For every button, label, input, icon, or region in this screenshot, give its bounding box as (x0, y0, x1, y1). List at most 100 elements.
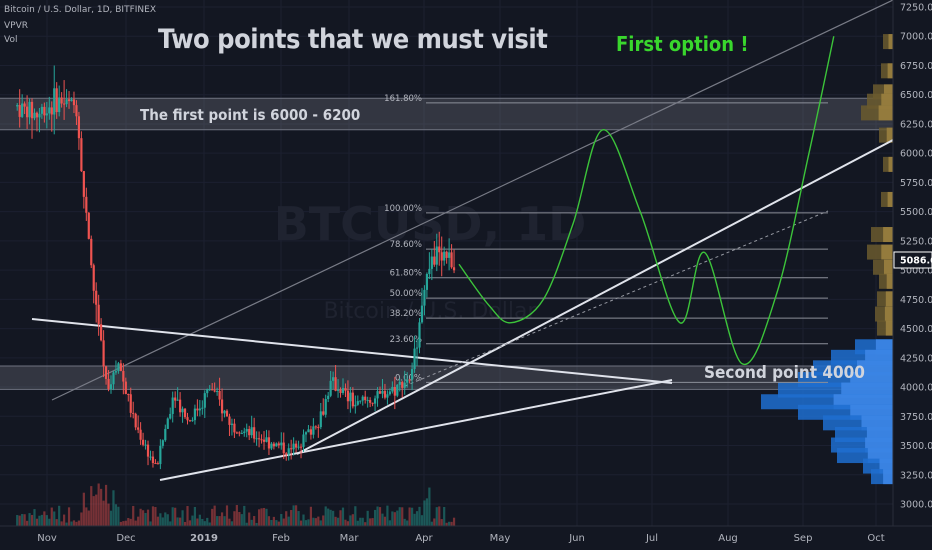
volume-bar (201, 518, 204, 526)
candle-body (156, 463, 159, 465)
volume-bar (243, 505, 246, 526)
candle-body (440, 252, 443, 261)
y-tick-label: 5500.0 (900, 207, 932, 218)
y-tick-label: 3500.0 (900, 441, 932, 452)
first-option-label: First option ! (616, 32, 749, 56)
volume-bar (433, 518, 436, 526)
candle-body (386, 394, 389, 398)
candle-body (169, 413, 172, 419)
candle-body (183, 408, 187, 418)
candle-body (109, 384, 113, 390)
candle-body (418, 322, 421, 348)
volume-bar (396, 510, 399, 526)
volume-bar (450, 521, 453, 526)
indicator-vol[interactable]: Vol (4, 35, 18, 45)
volume-bar (191, 515, 194, 526)
candle-body (240, 433, 243, 435)
volume-bar (161, 517, 164, 526)
candle-body (50, 107, 53, 115)
volume-bar (344, 519, 347, 526)
fib-level-label: 38.20% (390, 309, 422, 319)
candle-body (58, 97, 61, 113)
volume-bar (129, 518, 132, 526)
volume-bar (369, 518, 372, 526)
volume-bar (336, 517, 340, 526)
candle-body (129, 394, 132, 413)
candle-body (43, 106, 46, 116)
projection-path[interactable] (458, 36, 835, 366)
volume-bar (82, 492, 85, 526)
candle-body (191, 420, 194, 422)
candle-body (341, 388, 345, 393)
candle-body (383, 390, 387, 398)
candle-body (188, 420, 192, 422)
volume-bar (250, 519, 253, 526)
volume-bar (174, 507, 177, 526)
fib-level-label: 161.80% (384, 94, 422, 104)
x-tick-label: Mar (340, 533, 360, 544)
volume-profile-row-up (861, 415, 893, 431)
volume-bar (339, 510, 342, 526)
candle-body (396, 384, 399, 396)
volume-bar (332, 510, 335, 526)
volume-bar (206, 517, 209, 526)
candle-body (262, 439, 266, 442)
volume-profile-row-up (883, 227, 893, 243)
x-tick-label: Dec (116, 533, 135, 544)
volume-bar (102, 500, 105, 526)
grid (0, 0, 893, 526)
volume-bar (452, 517, 456, 526)
volume-bar (287, 516, 290, 526)
candle-body (408, 379, 411, 381)
y-tick-label: 3000.0 (900, 500, 932, 511)
volume-bar (139, 508, 142, 526)
volume-bar (435, 507, 438, 526)
candle-body (406, 379, 409, 383)
candle-body (132, 412, 135, 414)
projection-curve (458, 36, 835, 366)
candle-body (403, 382, 406, 388)
candle-body (25, 106, 29, 118)
volume-profile (761, 34, 893, 485)
volume-profile-row-up (885, 320, 893, 336)
candle-body (433, 256, 436, 265)
candle-body (317, 427, 320, 429)
volume-bar (285, 511, 288, 526)
volume-bar (378, 507, 382, 526)
candles (16, 65, 456, 470)
candle-body (356, 401, 359, 405)
volume-bar (18, 515, 21, 526)
volume-bar (107, 503, 110, 526)
candle-body (378, 391, 382, 394)
volume-bar (228, 518, 231, 526)
volume-profile-row-up (888, 34, 893, 50)
candle-body (290, 448, 293, 450)
volume-bar (35, 518, 39, 526)
indicator-vpvr[interactable]: VPVR (4, 21, 28, 31)
volume-bar (63, 514, 66, 526)
candle-body (248, 429, 251, 436)
volume-profile-row (883, 34, 893, 50)
candle-body (85, 196, 88, 213)
candle-body (213, 390, 216, 392)
volume-bar (100, 488, 103, 526)
fibonacci-retracement[interactable]: 161.80% 100.00% 78.60% 61.80% 50.00% 38.20% 23… (384, 94, 828, 383)
volume-bar (425, 498, 429, 526)
price-axis[interactable]: 7250.0 7000.0 6750.0 6500.0 6250.0 6000.0 5750… (892, 0, 932, 550)
volume-bar (391, 511, 394, 526)
volume-bar (327, 508, 330, 526)
second-point-label: Second point 4000 (704, 363, 865, 383)
volume-bar (183, 521, 187, 526)
candle-body (65, 99, 68, 105)
volume-bar (295, 505, 298, 526)
candle-body (438, 246, 441, 253)
volume-bar (443, 506, 446, 526)
y-tick-label: 5250.0 (900, 236, 932, 247)
time-axis[interactable]: Nov Dec 2019 Feb Mar Apr May Jun Jul Aug Sep Oct (0, 525, 932, 544)
candle-body (134, 413, 137, 428)
candle-body (361, 396, 364, 401)
trend-lines[interactable] (31, 0, 894, 481)
volume-bar (164, 512, 167, 526)
volume-bar (193, 506, 197, 526)
